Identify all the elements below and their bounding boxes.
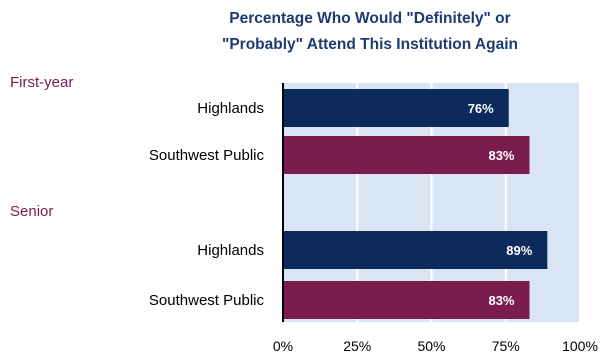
- chart-title-line-2: "Probably" Attend This Institution Again: [222, 36, 518, 53]
- group-label: First-year: [10, 74, 73, 91]
- bar: [283, 136, 530, 174]
- group-label: Senior: [10, 203, 53, 220]
- bar: [283, 231, 548, 269]
- x-tick-label: 75%: [492, 338, 520, 354]
- data-label: 83%: [488, 148, 514, 163]
- category-label: Southwest Public: [149, 147, 265, 164]
- data-label: 83%: [488, 293, 514, 308]
- data-label: 89%: [506, 243, 532, 258]
- x-tick-label: 0%: [273, 338, 293, 354]
- chart-title-line-1: Percentage Who Would "Definitely" or: [229, 10, 511, 27]
- x-tick-label: 100%: [562, 338, 598, 354]
- bar: [283, 89, 509, 127]
- category-label: Highlands: [197, 100, 264, 117]
- category-label: Highlands: [197, 242, 264, 259]
- x-tick-label: 50%: [417, 338, 445, 354]
- bar: [283, 281, 530, 319]
- chart-title: Percentage Who Would "Definitely" or "Pr…: [190, 6, 550, 58]
- data-label: 76%: [468, 101, 494, 116]
- category-label: Southwest Public: [149, 292, 265, 309]
- x-tick-label: 25%: [343, 338, 371, 354]
